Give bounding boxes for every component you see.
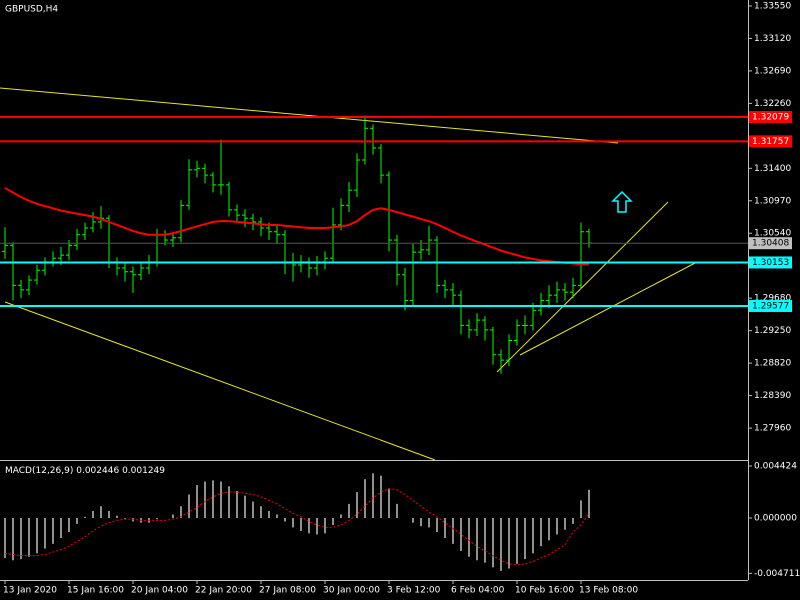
y-tick-label: 1.32690 [754,66,791,76]
x-tick-label: 22 Jan 20:00 [195,586,252,596]
y-tick-label: 1.32260 [754,99,791,109]
trend-line [4,301,436,461]
y-tick-label: 1.29250 [754,326,791,336]
level-label-box [749,256,792,269]
y-tick-label: 0.000000 [754,513,797,523]
trend-lines [0,87,698,461]
y-tick-label: 1.30970 [754,196,791,206]
x-tick-label: 3 Feb 12:00 [387,586,441,596]
x-tick-label: 27 Jan 08:00 [259,586,316,596]
y-tick-label: -0.004711 [754,569,800,579]
macd-name: MACD(12,26,9) [5,466,73,476]
level-label-box [749,135,792,148]
x-tick-label: 30 Jan 00:00 [323,586,380,596]
buy-arrow [611,190,633,213]
level-label-box [749,111,792,124]
y-tick-label: 1.31400 [754,164,791,174]
current-price-label: 1.30408 [752,239,789,249]
moving-average [4,187,589,266]
x-tick-label: 15 Jan 16:00 [67,586,124,596]
y-tick-label: 1.28820 [754,359,791,369]
trend-line [519,261,698,356]
level-label: 1.32079 [752,113,789,123]
current-price-box [749,237,792,250]
x-tick-label: 20 Jan 04:00 [131,586,188,596]
y-tick-label: 1.27960 [754,424,791,434]
y-tick-label: 1.28390 [754,391,791,401]
macd-signal [4,488,590,566]
y-tick-label: 1.29680 [754,294,791,304]
macd-main-value: 0.002446 [76,466,119,476]
trend-line [0,87,619,144]
trend-line [496,201,669,373]
macd-title: MACD(12,26,9) 0.002446 0.001249 [5,466,165,476]
y-tick-label: 1.30540 [754,229,791,239]
x-tick-label: 13 Jan 2020 [3,586,57,596]
macd-signal-value: 0.001249 [122,466,165,476]
level-label-box [749,299,792,312]
level-label: 1.29577 [752,301,789,311]
x-tick-label: 10 Feb 16:00 [515,586,574,596]
x-tick-label: 6 Feb 04:00 [451,586,505,596]
y-tick-label: 1.33120 [754,34,791,44]
symbol-title: GBPUSD,H4 [5,5,58,15]
y-tick-label: 1.33550 [754,1,791,11]
x-tick-label: 13 Feb 08:00 [579,586,638,596]
level-label: 1.30153 [752,258,789,268]
level-label: 1.31757 [752,137,789,147]
y-tick-label: 0.004424 [754,461,797,471]
